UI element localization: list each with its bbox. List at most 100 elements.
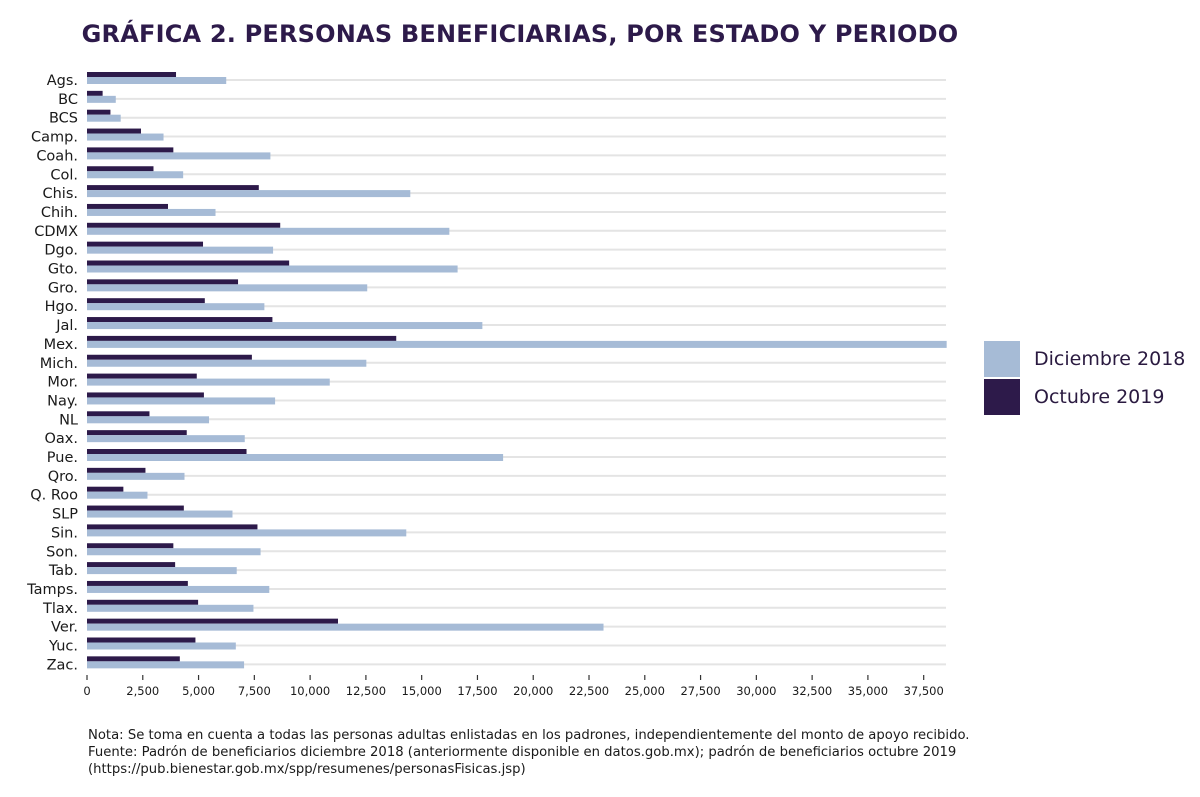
x-tick-label: 17,500 [457,684,497,698]
legend-label: Diciembre 2018 [1034,348,1186,370]
bar-diciembre-2018-ver [87,623,604,631]
bar-octubre-2019-chis [87,185,259,191]
y-tick-label: Dgo. [44,243,78,259]
bar-chart: Ags. BC BCS Camp. Coah. Col. Chis. Chih. CDMX Dgo… [26,72,947,698]
y-tick-label: Tab. [48,563,78,579]
y-tick-label: Pue. [47,450,78,466]
bar-diciembre-2018-gro [87,284,368,292]
bar-octubre-2019-bcs [87,109,111,115]
bar-diciembre-2018-qroo [87,491,148,499]
x-tick-label: 0 [83,684,90,698]
footnotes: Nota: Se toma en cuenta a todas las pers… [88,727,970,778]
x-tick-label: 10,000 [290,684,330,698]
bar-octubre-2019-jal [87,317,273,323]
legend: Diciembre 2018 Octubre 2019 [984,340,1185,416]
legend-label: Octubre 2019 [1034,386,1165,408]
y-tick-label: Son. [46,544,78,560]
bar-diciembre-2018-tamps [87,585,270,593]
bar-diciembre-2018-cdmx [87,227,450,235]
y-tick-label: Sin. [51,525,78,541]
y-tick-label: Camp. [31,130,78,146]
y-tick-label: Chih. [41,205,78,221]
bar-diciembre-2018-mex [87,340,947,348]
y-tick-label: Mex. [44,337,78,353]
x-tick-label: 5,000 [182,684,215,698]
bars [87,72,947,669]
bar-diciembre-2018-col [87,171,184,179]
y-tick-label: Ver. [51,620,78,636]
x-tick-label: 35,000 [848,684,888,698]
bar-octubre-2019-mich [87,354,252,360]
bar-octubre-2019-tab [87,562,176,568]
source-url-line: (https://pub.bienestar.gob.mx/spp/resume… [88,762,526,777]
bar-octubre-2019-mex [87,335,397,341]
y-tick-label: Col. [50,167,78,183]
x-tick-label: 7,500 [238,684,271,698]
gridlines [87,79,946,666]
bar-octubre-2019-tamps [87,580,188,586]
y-tick-label: SLP [52,507,78,523]
bar-octubre-2019-sin [87,524,258,530]
y-tick-label: Ags. [47,73,78,89]
bar-octubre-2019-dgo [87,241,204,247]
x-tick-label: 27,500 [680,684,720,698]
y-tick-label: Q. Roo [30,488,78,504]
y-tick-label: Nay. [47,393,78,409]
y-axis-labels: Ags. BC BCS Camp. Coah. Col. Chis. Chih. CDMX Dgo… [26,73,78,673]
note-line: Nota: Se toma en cuenta a todas las pers… [88,728,970,743]
y-tick-label: Oax. [45,431,79,447]
y-tick-label: Gro. [48,280,78,296]
x-tick-label: 20,000 [513,684,553,698]
x-axis: 0 2,500 5,000 7,500 10,000 12,500 15,000 17,500… [83,675,944,698]
bar-diciembre-2018-pue [87,454,504,461]
y-tick-label: Tamps. [26,582,78,598]
bar-octubre-2019-coah [87,147,174,153]
bar-diciembre-2018-sin [87,529,407,537]
bar-diciembre-2018-gto [87,265,458,273]
bar-diciembre-2018-chis [87,190,411,198]
bar-diciembre-2018-tlax [87,604,254,612]
y-tick-label: CDMX [34,224,78,240]
chart-title: GRÁFICA 2. PERSONAS BENEFICIARIAS, POR E… [81,20,959,48]
bar-octubre-2019-ags [87,72,177,77]
bar-octubre-2019-hgo [87,298,205,304]
y-tick-label: Jal. [55,318,78,334]
y-tick-label: BCS [49,111,78,127]
y-tick-label: Yuc. [48,639,78,655]
bar-octubre-2019-chih [87,203,168,209]
bar-diciembre-2018-coah [87,152,271,160]
bar-octubre-2019-qro [87,467,146,473]
bar-diciembre-2018-nl [87,416,210,424]
bar-octubre-2019-pue [87,449,247,454]
y-tick-label: Mich. [40,356,78,372]
bar-diciembre-2018-oax [87,435,245,443]
bar-octubre-2019-nay [87,392,204,398]
bar-octubre-2019-nl [87,411,150,417]
bar-diciembre-2018-camp [87,133,164,141]
bar-octubre-2019-ver [87,618,339,624]
x-tick-label: 15,000 [402,684,442,698]
x-tick-label: 12,500 [346,684,386,698]
bar-octubre-2019-gro [87,279,239,285]
bar-diciembre-2018-ags [87,77,227,84]
source-line: Fuente: Padrón de beneficiarios diciembr… [88,745,957,760]
bar-octubre-2019-camp [87,128,141,134]
x-tick-label: 32,500 [792,684,832,698]
y-tick-label: Mor. [47,375,78,391]
y-tick-label: Zac. [47,657,78,673]
x-tick-label: 22,500 [569,684,609,698]
bar-diciembre-2018-jal [87,322,483,330]
y-tick-label: Chis. [42,186,78,202]
y-tick-label: NL [59,412,78,428]
x-tick-label: 37,500 [904,684,944,698]
bar-diciembre-2018-tab [87,567,237,575]
bar-octubre-2019-qroo [87,486,124,492]
bar-diciembre-2018-bcs [87,114,121,122]
bar-diciembre-2018-mor [87,378,330,386]
bar-octubre-2019-zac [87,656,180,662]
bar-octubre-2019-yuc [87,637,196,643]
bar-diciembre-2018-hgo [87,303,265,311]
y-tick-label: Coah. [36,148,78,164]
y-tick-label: BC [58,92,78,108]
bar-diciembre-2018-son [87,548,261,556]
